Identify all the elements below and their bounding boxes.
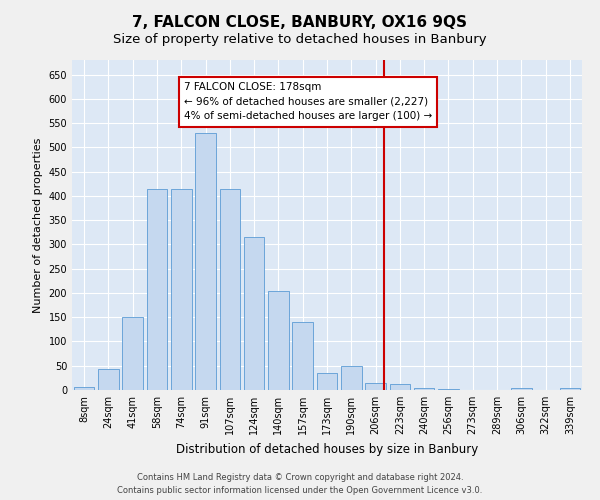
Bar [438,389,459,390]
Bar [341,366,362,390]
Bar [414,388,434,390]
Bar [511,388,532,390]
Text: Size of property relative to detached houses in Banbury: Size of property relative to detached ho… [113,32,487,46]
Bar [244,237,265,390]
Bar [268,290,289,390]
Bar [122,317,143,390]
Bar [292,322,313,390]
Bar [220,188,240,390]
X-axis label: Distribution of detached houses by size in Banbury: Distribution of detached houses by size … [176,442,478,456]
Text: 7, FALCON CLOSE, BANBURY, OX16 9QS: 7, FALCON CLOSE, BANBURY, OX16 9QS [133,15,467,30]
Bar [365,383,386,390]
Bar [74,386,94,390]
Bar [317,373,337,390]
Text: 7 FALCON CLOSE: 178sqm
← 96% of detached houses are smaller (2,227)
4% of semi-d: 7 FALCON CLOSE: 178sqm ← 96% of detached… [184,82,432,122]
Bar [146,188,167,390]
Bar [98,368,119,390]
Bar [389,384,410,390]
Bar [560,388,580,390]
Y-axis label: Number of detached properties: Number of detached properties [33,138,43,312]
Bar [171,188,191,390]
Text: Contains HM Land Registry data © Crown copyright and database right 2024.
Contai: Contains HM Land Registry data © Crown c… [118,474,482,495]
Bar [195,133,216,390]
